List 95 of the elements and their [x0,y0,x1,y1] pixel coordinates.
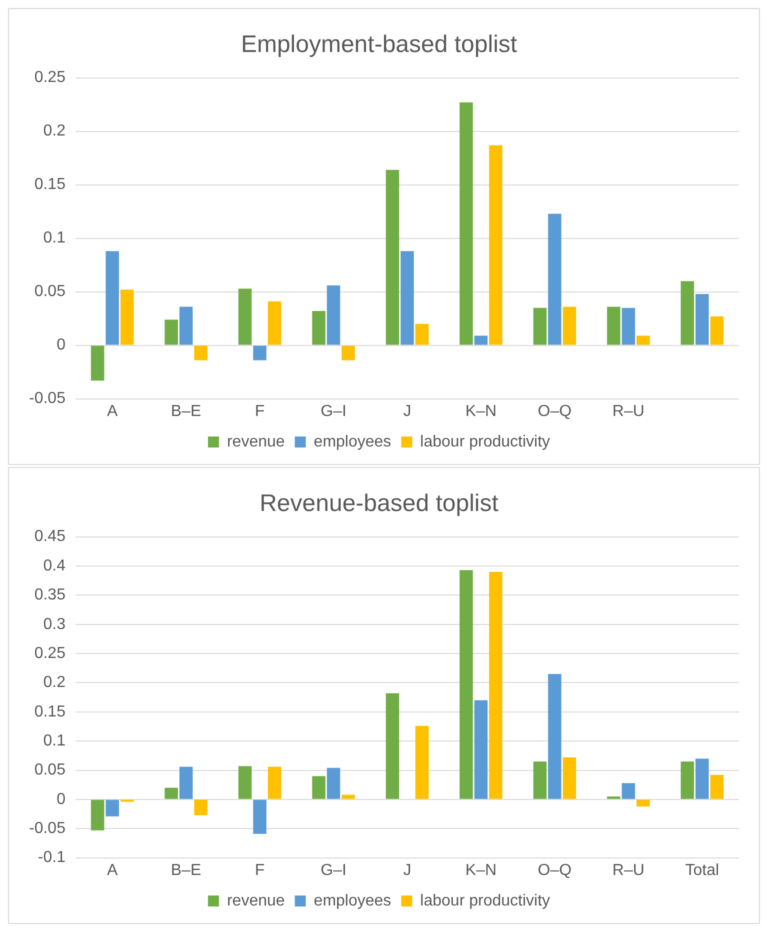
y-tick-label: 0.45 [34,528,66,546]
bar [533,762,547,799]
bar [548,674,562,799]
bar [326,768,340,799]
bar [622,783,636,799]
bar [179,306,193,345]
y-tick-label: 0.15 [34,703,66,720]
x-tick-label: B–E [170,402,202,420]
bar [415,324,429,345]
y-tick-label: 0.2 [43,674,66,692]
bar [548,214,562,345]
bar [253,800,266,834]
bar [386,170,400,345]
y-tick-label: -0.1 [38,849,66,866]
y-tick-label: 0.15 [34,176,66,194]
bar [696,758,709,799]
bar [622,308,636,345]
legend-label: labour productivity [420,433,550,450]
bar [680,281,694,345]
bar [342,794,355,799]
bar [562,306,576,345]
bar [680,762,694,799]
bar [179,766,193,799]
x-tick-label: R–U [612,862,644,879]
legend-label: revenue [226,433,285,450]
bar [106,251,119,345]
bar [400,251,414,345]
bar [636,800,650,806]
x-tick-label: R–U [612,402,644,420]
bar [533,308,547,345]
y-tick-label: 0.2 [43,122,66,140]
bar [607,306,620,345]
bar [194,346,208,360]
chart-title: Employment-based toplist [240,31,518,58]
bar [268,766,282,799]
bar [386,693,400,799]
y-tick-label: -0.05 [29,820,66,838]
y-tick-label: 0.35 [34,586,66,604]
bar [268,301,282,345]
bar [312,776,326,799]
y-tick-label: 0.25 [34,644,66,662]
x-tick-label: G–I [320,402,346,420]
bar [164,788,178,799]
x-tick-label: J [403,862,412,879]
bar [238,766,252,799]
bar [120,290,134,345]
bar [460,570,473,799]
legend-label: employees [314,892,392,910]
bar [474,336,488,345]
y-tick-label: 0 [56,336,66,354]
x-tick-label: K–N [465,862,497,879]
x-tick-label: O–Q [538,402,572,420]
legend-label: labour productivity [420,892,550,910]
y-tick-label: -0.05 [29,390,66,408]
bar [474,700,488,799]
bar [696,294,709,345]
bar [238,288,252,345]
y-tick-label: 0.25 [34,69,66,86]
y-tick-label: 0 [56,790,66,808]
legend-label: revenue [226,892,285,910]
bar [415,726,429,799]
bar [710,316,724,345]
x-tick-label: A [106,402,118,420]
bar [326,285,340,345]
y-tick-label: 0.1 [43,732,66,750]
chart-title: Revenue-based toplist [260,490,499,518]
y-tick-label: 0.05 [34,762,66,779]
bar [253,346,266,360]
bar [489,145,502,345]
bar [489,572,502,799]
bar [194,800,208,816]
bar [460,102,473,345]
bar [106,800,119,816]
legend-label: employees [314,433,392,450]
x-tick-label: F [254,402,265,420]
bar [636,336,650,345]
x-tick-label: G–I [320,862,346,879]
y-tick-label: 0.4 [43,557,66,574]
x-tick-label: Total [685,862,720,879]
x-tick-label: F [254,862,265,879]
x-tick-label: B–E [170,862,202,879]
bar [90,346,104,381]
bar [312,311,326,345]
x-tick-label: J [403,402,412,420]
x-tick-label: O–Q [538,862,572,879]
y-tick-label: 0.05 [34,283,66,300]
y-tick-label: 0.3 [43,616,66,633]
bar [342,346,355,360]
bar [710,774,724,799]
x-tick-label: A [106,862,118,879]
y-tick-label: 0.1 [43,230,66,247]
bar [562,757,576,799]
x-tick-label: K–N [465,402,497,420]
bar [164,320,178,345]
bar [90,800,104,830]
